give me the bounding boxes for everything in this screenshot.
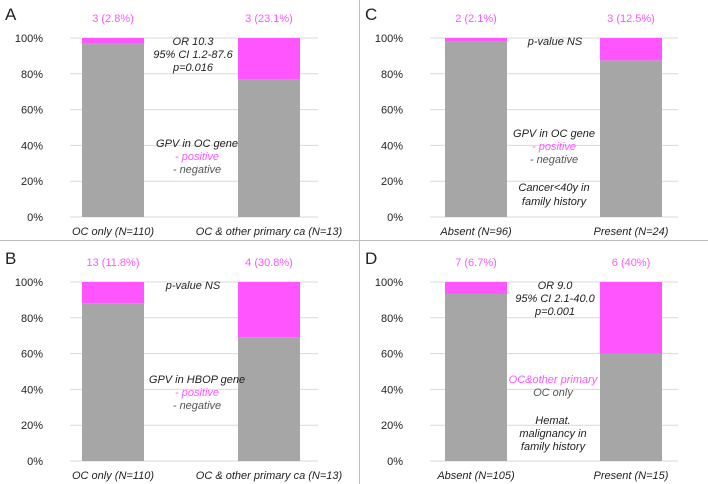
annotation-positive: - positive (532, 141, 576, 153)
x-category-label: OC only (N=110) (72, 470, 154, 482)
bar-top-label: 3 (12.5%) (607, 13, 655, 25)
x-category-label: OC & other primary ca (N=13) (196, 226, 343, 238)
annotation-negative: OC only (533, 387, 574, 399)
y-tick-label: 60% (21, 349, 43, 361)
annotation-positive: OC&other primary (509, 374, 599, 386)
horizontal-divider (0, 240, 708, 241)
bar-negative (445, 41, 507, 217)
bar-negative (82, 303, 144, 461)
bar-negative (238, 79, 300, 217)
annotation-stat: 95% CI 1.2-87.6 (153, 49, 233, 61)
bar-top-label: 6 (40%) (612, 257, 651, 269)
y-tick-label: 0% (387, 456, 403, 468)
annotation-stat: p=0.016 (172, 62, 214, 74)
bar-top-label: 2 (2.1%) (455, 13, 497, 25)
y-tick-label: 40% (21, 140, 43, 152)
annotation-stat: p=0.001 (534, 306, 575, 318)
panel-a: A 0% 20% 40% 60% 80% 100% 3 (2.8%) OC only (N=11… (5, 5, 343, 238)
y-tick-label: 0% (387, 212, 403, 224)
y-tick-label: 20% (21, 420, 43, 432)
bar-top-label: 4 (30.8%) (245, 257, 293, 269)
bar-negative (600, 353, 662, 461)
y-tick-label: 20% (381, 420, 403, 432)
y-tick-label: 80% (381, 313, 403, 325)
x-category-label: Absent (N=105) (436, 470, 515, 482)
y-tick-label: 0% (27, 456, 43, 468)
annotation-legend-title: GPV in OC gene (513, 128, 595, 140)
annotation-negative: - negative (530, 154, 578, 166)
panel-c: C 0% 20% 40% 60% 80% 100% 2 (2.1%) Absent (N=96)… (365, 5, 678, 238)
y-tick-label: 20% (381, 176, 403, 188)
bar-negative (445, 293, 507, 461)
x-category-label: OC only (N=110) (72, 226, 154, 238)
y-tick-label: 60% (381, 105, 403, 117)
bar-positive (238, 38, 300, 80)
bar-positive (600, 282, 662, 354)
x-category-label: OC & other primary ca (N=13) (196, 470, 343, 482)
y-tick-label: 60% (381, 349, 403, 361)
bar-positive (82, 38, 144, 44)
y-tick-label: 60% (21, 105, 43, 117)
panel-letter: C (365, 5, 377, 24)
y-tick-label: 40% (381, 384, 403, 396)
y-tick-label: 100% (15, 277, 43, 289)
bar-negative (600, 60, 662, 217)
annotation-note: family history (521, 441, 587, 453)
bar-top-label: 7 (6.7%) (455, 257, 497, 269)
y-tick-label: 20% (21, 176, 43, 188)
vertical-divider (359, 0, 360, 484)
panel-letter: A (5, 5, 17, 24)
y-tick-label: 100% (15, 33, 43, 45)
y-tick-label: 100% (375, 33, 403, 45)
annotation-legend-title: GPV in OC gene (156, 138, 238, 150)
annotation-note: Cancer<40y in (518, 182, 589, 194)
bar-positive (600, 38, 662, 61)
bar-top-label: 3 (23.1%) (245, 13, 293, 25)
y-tick-label: 80% (21, 69, 43, 81)
annotation-note: family history (522, 196, 588, 208)
y-tick-label: 40% (381, 140, 403, 152)
y-tick-label: 80% (21, 313, 43, 325)
bar-positive (82, 282, 144, 304)
panel-letter: B (5, 249, 16, 268)
annotation-positive: - positive (175, 151, 219, 163)
bar-positive (445, 282, 507, 294)
bar-top-label: 13 (11.8%) (87, 257, 140, 269)
panel-letter: D (365, 249, 377, 268)
annotation-legend-title: GPV in HBOP gene (149, 374, 245, 386)
annotation-stat: OR 9.0 (538, 280, 574, 292)
bar-negative (82, 43, 144, 218)
annotation-positive: - positive (175, 387, 219, 399)
annotation-note: malignancy in (519, 428, 586, 440)
annotation-note: Hemat. (535, 415, 570, 427)
bar-negative (238, 337, 300, 461)
y-tick-label: 100% (375, 277, 403, 289)
bar-top-label: 3 (2.8%) (92, 13, 134, 25)
y-tick-label: 0% (27, 212, 43, 224)
annotation-stat: p-value NS (527, 36, 583, 48)
bar-positive (445, 38, 507, 42)
annotation-negative: - negative (173, 400, 221, 412)
panel-d: D 0% 20% 40% 60% 80% 100% 7 (6.7%) Absent (N=105… (365, 249, 678, 482)
bar-positive (238, 282, 300, 338)
panel-b: B 0% 20% 40% 60% 80% 100% 13 (11.8%) OC only (N=… (5, 249, 343, 482)
x-category-label: Absent (N=96) (439, 226, 512, 238)
annotation-stat: OR 10.3 (173, 36, 215, 48)
x-category-label: Present (N=15) (594, 470, 669, 482)
annotation-negative: - negative (173, 164, 221, 176)
x-category-label: Present (N=24) (594, 226, 669, 238)
annotation-stat: 95% CI 2.1-40.0 (515, 293, 595, 305)
annotation-stat: p-value NS (165, 280, 221, 292)
y-tick-label: 40% (21, 384, 43, 396)
y-tick-label: 80% (381, 69, 403, 81)
